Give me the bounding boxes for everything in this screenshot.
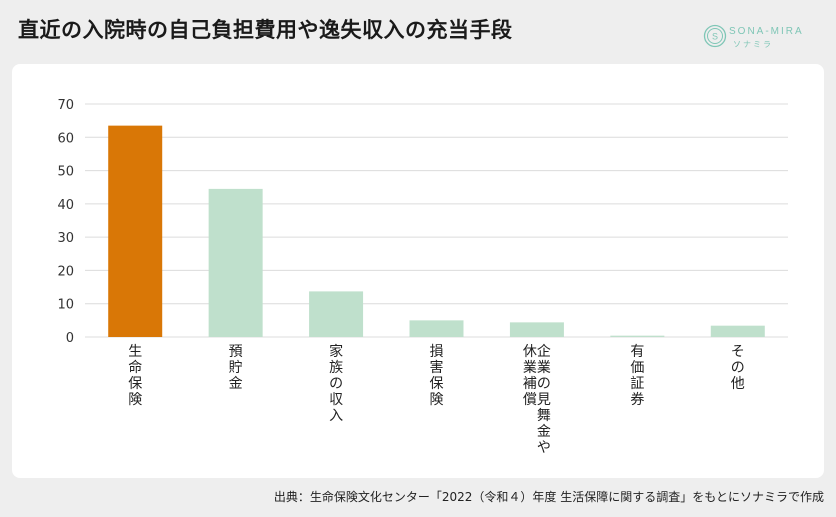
- x-tick-label: 預貯金: [229, 344, 243, 392]
- y-tick-label: 40: [57, 198, 74, 213]
- bar: [509, 322, 564, 337]
- y-tick-label: 10: [57, 298, 74, 313]
- x-tick-label: 有価証券: [630, 344, 644, 408]
- brand-logo: S SONA-MIRA ソナミラ: [703, 24, 823, 56]
- y-tick-label: 20: [57, 264, 74, 279]
- bar: [409, 320, 464, 337]
- chart-card: 0 10 20 30 40 50 60 70 生命保険 預貯金 家族の収入 損害保険 企業の見舞金や 休業…: [12, 64, 824, 478]
- logo-icon: S: [703, 24, 727, 48]
- bar: [208, 188, 263, 337]
- y-tick-label: 60: [57, 131, 74, 146]
- y-tick-label: 70: [57, 98, 74, 113]
- source-note: 出典：生命保険文化センター「2022（令和４）年度 生活保障に関する調査」をもと…: [273, 490, 824, 504]
- bar: [610, 335, 665, 337]
- chart-title: 直近の入院時の自己負担費用や逸失収入の充当手段: [18, 18, 513, 42]
- bar-chart: 0 10 20 30 40 50 60 70 生命保険 預貯金 家族の収入 損害保険 企業の見舞金や休業…: [57, 98, 788, 456]
- x-tick-label: 損害保険: [430, 344, 444, 408]
- y-tick-label: 0: [66, 331, 74, 346]
- logo-subtitle: ソナミラ: [733, 40, 773, 49]
- logo-letter: S: [712, 32, 718, 42]
- logo-name: SONA-MIRA: [729, 26, 804, 37]
- bar: [710, 325, 765, 337]
- x-tick-label: 企業の見舞金や: [537, 343, 551, 456]
- y-tick-label: 50: [57, 165, 74, 180]
- x-tick-label: 生命保険: [128, 344, 142, 408]
- x-tick-label: 家族の収入: [329, 343, 343, 424]
- bar: [108, 125, 163, 337]
- y-tick-label: 30: [57, 231, 74, 246]
- x-tick-label: 休業補償: [523, 344, 537, 408]
- bar: [309, 291, 364, 337]
- x-tick-label: その他: [731, 344, 745, 392]
